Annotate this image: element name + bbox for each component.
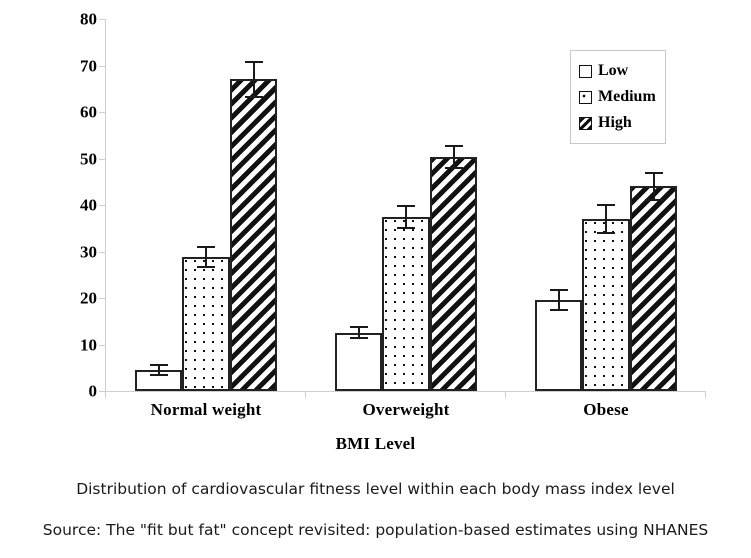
y-tick-label: 50 <box>80 149 97 168</box>
error-bar-cap-bottom <box>397 226 415 229</box>
error-bar <box>335 326 383 340</box>
x-tick-mark <box>705 391 706 398</box>
error-bar-stem <box>357 326 360 340</box>
x-axis-line <box>105 391 705 392</box>
error-bar <box>382 204 430 229</box>
x-tick-label-normal-weight: Normal weight <box>150 400 262 419</box>
bar-low-overweight <box>334 332 383 391</box>
y-tick-mark <box>99 298 105 299</box>
y-tick-label: 60 <box>80 102 97 122</box>
bar-low-obese <box>534 300 583 391</box>
error-bar-cap-bottom <box>444 167 463 170</box>
error-bar-cap-bottom <box>244 96 263 99</box>
y-tick-label: 20 <box>80 288 97 308</box>
error-bar <box>430 145 478 170</box>
x-axis-tick-labels: Normal weight Overweight Obese <box>105 400 705 424</box>
y-tick-label: 30 <box>80 242 97 261</box>
x-tick-mark <box>305 391 306 398</box>
y-tick-mark <box>99 19 105 20</box>
error-bar <box>535 289 583 312</box>
y-axis-tick-labels: 0 10 20 30 40 50 60 70 80 <box>50 11 97 400</box>
y-tick-label: 80 <box>80 9 97 29</box>
bar-high-obese <box>629 186 678 391</box>
y-tick-label: 0 <box>88 381 98 401</box>
error-bar-stem <box>205 246 207 268</box>
figure-caption: Distribution of cardiovascular fitness l… <box>76 480 675 498</box>
error-bar-cap-bottom <box>597 231 615 234</box>
error-bar-cap-top <box>597 204 615 207</box>
legend-item-medium[interactable]: Medium <box>579 84 665 110</box>
legend-item-high[interactable]: High <box>579 110 665 136</box>
error-bar-stem <box>557 289 560 312</box>
y-tick-label: 40 <box>80 195 97 215</box>
legend-item-label: Low <box>598 62 629 79</box>
error-bar-cap-bottom <box>197 265 215 268</box>
error-bar-cap-top <box>397 204 415 207</box>
error-bar-cap-bottom <box>549 309 568 312</box>
y-tick-mark <box>99 112 105 113</box>
error-bar-stem <box>652 171 655 201</box>
error-bar-cap-top <box>349 326 368 329</box>
error-bar-cap-bottom <box>149 373 168 376</box>
x-axis-title: BMI Level <box>335 434 416 453</box>
error-bar-cap-top <box>244 60 263 63</box>
error-bar-cap-top <box>444 145 463 147</box>
error-bar <box>182 246 230 268</box>
y-tick-mark <box>99 391 105 392</box>
y-tick-mark <box>99 251 105 253</box>
error-bar-cap-top <box>197 246 215 249</box>
y-tick-mark <box>99 344 105 346</box>
bar-high-normal-weight <box>229 79 278 391</box>
error-bar-stem <box>452 145 455 170</box>
y-tick-mark <box>99 158 105 160</box>
bar-medium-overweight <box>382 216 430 391</box>
error-bar <box>230 60 278 99</box>
error-bar <box>582 204 630 234</box>
bar-medium-normal-weight <box>182 257 230 391</box>
legend-swatch-icon <box>579 116 592 130</box>
error-bar <box>135 363 183 376</box>
x-tick-label-obese: Obese <box>583 400 629 419</box>
y-tick-mark <box>99 205 105 206</box>
error-bar-cap-top <box>549 289 568 292</box>
x-tick-mark <box>105 391 106 398</box>
y-tick-label: 10 <box>80 335 97 354</box>
figure-source-caption: Source: The "fit but fat" concept revisi… <box>42 521 709 539</box>
chart-legend: Low Medium High <box>570 50 666 144</box>
legend-item-label: Medium <box>598 88 656 105</box>
plot-area <box>99 19 706 398</box>
error-bar-stem <box>405 204 407 229</box>
error-bar-stem <box>157 363 160 376</box>
error-bar-cap-bottom <box>644 198 663 201</box>
bar-medium-obese <box>582 218 630 391</box>
legend-item-label: High <box>598 114 632 131</box>
error-bar-cap-bottom <box>349 337 368 340</box>
y-tick-label: 70 <box>80 56 97 75</box>
y-axis-line <box>105 19 106 392</box>
error-bar-cap-top <box>149 363 168 366</box>
legend-swatch-icon <box>579 64 592 78</box>
error-bar-stem <box>252 60 255 99</box>
error-bar-stem <box>605 204 607 234</box>
legend-swatch-icon <box>579 90 592 104</box>
y-tick-mark <box>99 65 105 67</box>
error-bar-cap-top <box>644 171 663 174</box>
legend-item-low[interactable]: Low <box>579 58 665 84</box>
bar-high-overweight <box>429 157 478 391</box>
x-tick-label-overweight: Overweight <box>362 400 450 419</box>
x-tick-mark <box>505 391 506 398</box>
error-bar <box>630 171 678 201</box>
